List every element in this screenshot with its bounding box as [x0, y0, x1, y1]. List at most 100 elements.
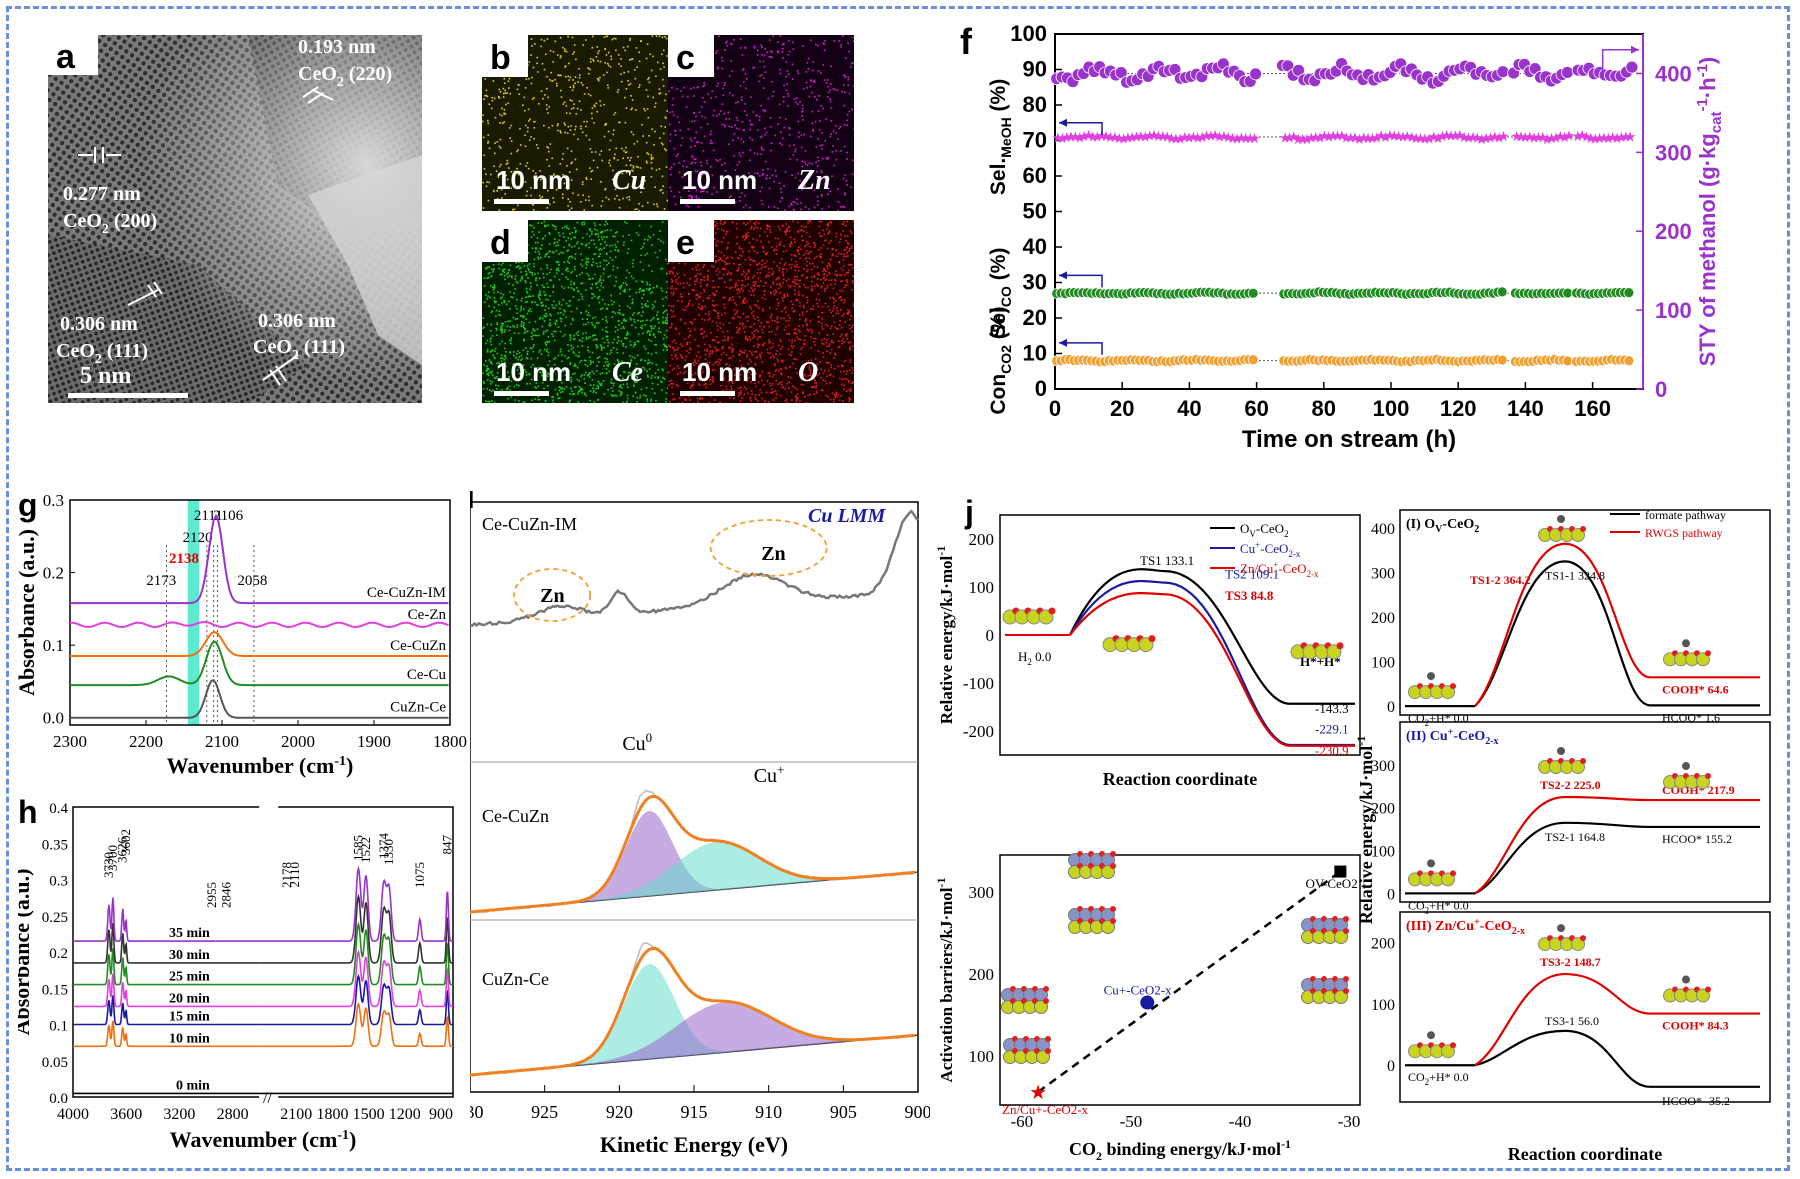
map-dot [525, 78, 528, 80]
map-dot [787, 95, 790, 97]
map-dot [740, 255, 743, 257]
map-dot [503, 274, 506, 277]
map-dot [677, 367, 680, 369]
map-dot [718, 35, 720, 37]
map-dot [566, 132, 569, 134]
map-dot [690, 384, 693, 387]
map-dot [647, 235, 650, 238]
map-dot [562, 103, 565, 105]
map-dot [575, 287, 578, 289]
map-dot [828, 230, 831, 232]
map-dot [744, 378, 747, 381]
map-dot [806, 323, 808, 325]
map-dot [674, 327, 677, 329]
map-dot [752, 246, 755, 249]
map-dot [642, 332, 644, 335]
data-point-star: ★ [1126, 131, 1139, 146]
map-dot [602, 272, 605, 275]
map-dot [828, 374, 831, 377]
map-dot [589, 68, 591, 71]
map-dot [527, 267, 529, 270]
map-dot [662, 241, 665, 244]
map-dot [772, 90, 775, 93]
map-dot [507, 371, 509, 374]
map-dot [672, 272, 674, 275]
map-dot [515, 261, 517, 264]
map-dot [768, 274, 771, 277]
map-dot [640, 315, 643, 317]
map-dot [548, 203, 551, 206]
map-dot [537, 256, 539, 259]
map-dot [823, 369, 826, 372]
map-dot [728, 262, 731, 265]
map-dot [712, 381, 714, 383]
map-dot [806, 310, 808, 313]
map-dot [507, 320, 509, 323]
map-dot [746, 114, 748, 116]
map-dot [540, 302, 542, 304]
map-dot [612, 265, 615, 268]
map-dot [504, 354, 506, 357]
map-dot [730, 126, 733, 128]
map-dot [768, 341, 770, 344]
map-dot [594, 151, 597, 153]
map-dot [822, 389, 824, 392]
map-dot [689, 178, 691, 181]
map-dot [852, 345, 854, 347]
map-dot [714, 362, 717, 364]
map-dot [707, 274, 709, 277]
map-dot [777, 237, 779, 240]
map-dot [718, 271, 721, 273]
map-dot [723, 378, 725, 380]
map-dot [802, 107, 804, 110]
map-dot [494, 301, 496, 304]
map-dot [485, 400, 487, 402]
series-selmeoh: ★★★★★★★★★★★★★★★★★★★★★★★★★★★★★★★★★★★★★★★★… [1052, 129, 1637, 148]
map-dot [501, 377, 503, 380]
map-dot [791, 351, 793, 353]
map-dot [830, 240, 832, 242]
map-dot [513, 354, 515, 357]
map-dot [788, 319, 790, 322]
map-dot [715, 244, 717, 247]
map-dot [547, 96, 549, 99]
data-point-star: ★ [1165, 132, 1178, 147]
map-dot [499, 328, 502, 331]
map-dot [556, 392, 559, 395]
map-dot [845, 378, 848, 381]
map-dot [548, 340, 551, 343]
map-dot [591, 258, 594, 260]
map-dot [513, 332, 516, 334]
data-point-star: ★ [1292, 133, 1305, 148]
map-dot [753, 345, 755, 347]
map-dot [498, 88, 500, 91]
map-dot [624, 96, 626, 99]
map-dot [778, 182, 781, 184]
map-dot [529, 382, 531, 385]
map-dot [769, 231, 772, 233]
map-dot [559, 55, 562, 57]
map-dot [544, 341, 547, 344]
map-dot [718, 358, 720, 361]
map-dot [498, 363, 501, 365]
map-dot [605, 253, 608, 256]
map-dot [650, 161, 653, 164]
map-dot [850, 382, 853, 384]
map-dot [776, 328, 778, 330]
map-dot [570, 255, 573, 258]
map-dot [819, 361, 822, 363]
map-dot [826, 79, 829, 81]
map-dot [562, 298, 564, 301]
map-dot [847, 255, 849, 257]
map-dot [750, 312, 753, 315]
map-dot [540, 38, 543, 41]
map-dot [638, 369, 640, 371]
map-dot [603, 259, 605, 262]
map-dot [730, 343, 733, 346]
map-dot [706, 162, 709, 165]
map-dot [702, 85, 705, 88]
map-dot [749, 397, 752, 400]
map-dot [807, 329, 810, 332]
map-dot [715, 52, 717, 54]
map-dot [570, 387, 572, 390]
